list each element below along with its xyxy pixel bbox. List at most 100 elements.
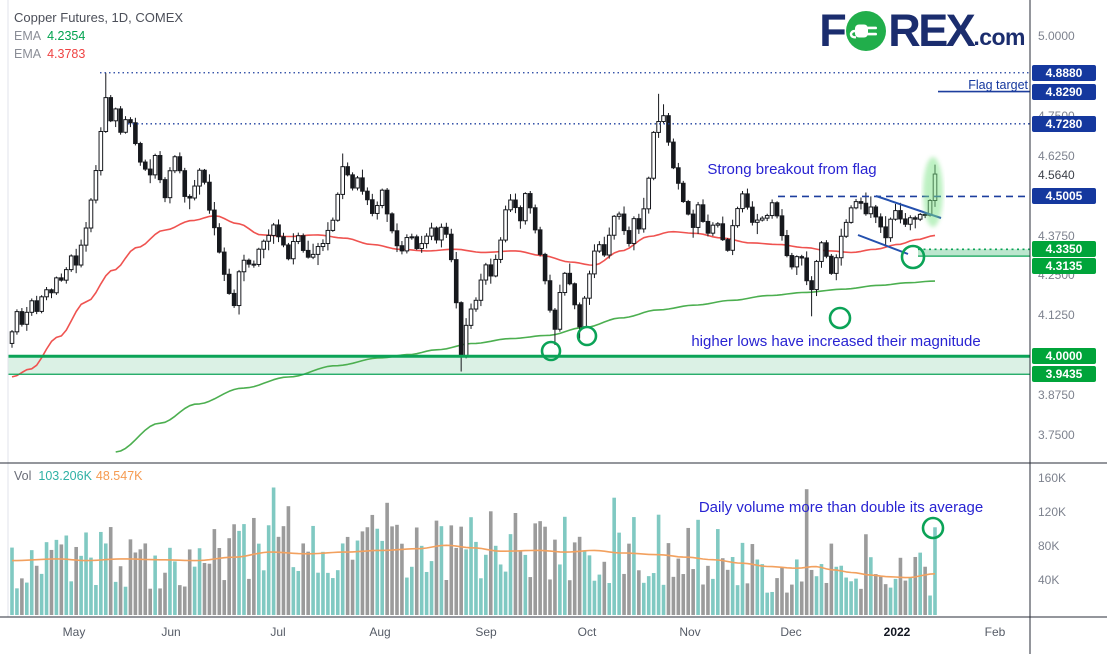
- volume-legend[interactable]: Vol 103.206K 48.547K: [14, 469, 143, 483]
- time-axis-label: Jul: [270, 625, 286, 639]
- volume-bar: [192, 566, 197, 615]
- candle: [690, 213, 696, 228]
- volume-bar: [365, 527, 370, 615]
- volume-bar: [740, 542, 745, 615]
- candle: [903, 218, 908, 225]
- volume-bar: [168, 547, 172, 615]
- volume-bar: [44, 542, 49, 615]
- volume-bar: [178, 585, 182, 615]
- volume-bar: [617, 532, 621, 615]
- volume-bar: [854, 578, 858, 615]
- candle: [246, 259, 252, 265]
- volume-pane[interactable]: [10, 487, 945, 616]
- candle: [419, 243, 424, 249]
- volume-bar: [804, 489, 809, 615]
- candle: [315, 246, 321, 255]
- candle: [212, 209, 217, 229]
- candle: [73, 255, 79, 266]
- volume-bar: [247, 578, 251, 615]
- candle: [503, 209, 508, 241]
- symbol-title[interactable]: Copper Futures, 1D, COMEX: [14, 10, 184, 25]
- volume-bar: [582, 551, 587, 615]
- volume-bar: [306, 551, 310, 615]
- candle: [893, 210, 898, 220]
- price-tick-label: 4.3750: [1038, 228, 1075, 243]
- volume-bar: [158, 588, 162, 615]
- candle: [848, 207, 854, 223]
- candle: [735, 208, 740, 227]
- candle: [858, 201, 864, 204]
- volume-bar: [671, 576, 676, 615]
- candle: [276, 224, 281, 238]
- ema-value: 4.2354: [47, 29, 86, 43]
- volume-bar: [725, 569, 730, 615]
- volume-bar: [474, 541, 478, 615]
- volume-bar: [602, 561, 607, 615]
- volume-bar: [834, 566, 839, 615]
- price-pane[interactable]: [0, 72, 1030, 453]
- volume-bar: [646, 576, 651, 615]
- volume-bar: [597, 574, 602, 615]
- volume-bar: [696, 519, 700, 615]
- candle: [345, 166, 350, 176]
- candle: [236, 271, 242, 307]
- candle: [34, 300, 39, 312]
- candle: [374, 205, 380, 214]
- candle: [281, 236, 286, 246]
- candle: [626, 230, 632, 244]
- volume-bar: [311, 525, 315, 615]
- volume-bar: [133, 552, 138, 615]
- candle: [577, 304, 582, 328]
- volume-bar: [59, 544, 64, 615]
- candle: [266, 234, 271, 242]
- volume-bar: [567, 580, 572, 615]
- candle: [710, 224, 716, 234]
- candle: [261, 240, 267, 250]
- volume-bar: [84, 532, 88, 615]
- volume-bar: [424, 571, 429, 615]
- volume-spike-circle: [921, 516, 945, 540]
- candle: [616, 213, 622, 217]
- price-axis[interactable]: 5.00004.75004.62504.37504.25004.12503.87…: [1030, 0, 1107, 654]
- time-axis[interactable]: May Jun Jul Aug Sep Oct Nov Dec 2022 Feb: [0, 618, 1107, 654]
- candle: [63, 269, 69, 281]
- candle: [360, 177, 365, 192]
- volume-bar: [775, 578, 779, 615]
- ema-legend-fast[interactable]: EMA 4.3783: [14, 47, 183, 61]
- ema-legend-slow[interactable]: EMA 4.2354: [14, 29, 183, 43]
- volume-bar: [873, 574, 878, 615]
- volume-bar: [449, 525, 454, 615]
- volume-bar: [444, 580, 449, 615]
- volume-bar: [360, 531, 365, 615]
- volume-bar: [429, 561, 434, 615]
- volume-bar: [651, 573, 656, 615]
- volume-tick-label: 40K: [1038, 573, 1060, 587]
- volume-bar: [187, 549, 192, 615]
- candle: [641, 208, 647, 230]
- volume-bar: [523, 554, 528, 615]
- candle: [429, 227, 434, 237]
- candle: [680, 182, 686, 203]
- candle: [518, 207, 523, 222]
- volume-bar: [893, 578, 898, 615]
- volume-bar: [627, 543, 631, 615]
- volume-bar: [543, 526, 547, 615]
- candle: [78, 244, 84, 266]
- volume-bar: [785, 592, 789, 615]
- candle: [320, 243, 326, 248]
- volume-tick-label: 80K: [1038, 539, 1060, 553]
- candle: [98, 130, 104, 172]
- time-axis-label: Aug: [369, 625, 391, 639]
- candle: [108, 97, 114, 122]
- flag-trendline[interactable]: [857, 234, 909, 255]
- volume-bar: [503, 571, 508, 615]
- candle: [187, 195, 192, 199]
- volume-bar: [64, 535, 69, 615]
- volume-bar: [15, 588, 19, 615]
- candle: [350, 174, 355, 189]
- volume-ma-value: 48.547K: [95, 469, 143, 483]
- ema-label: EMA: [14, 47, 42, 61]
- volume-bar: [39, 573, 44, 615]
